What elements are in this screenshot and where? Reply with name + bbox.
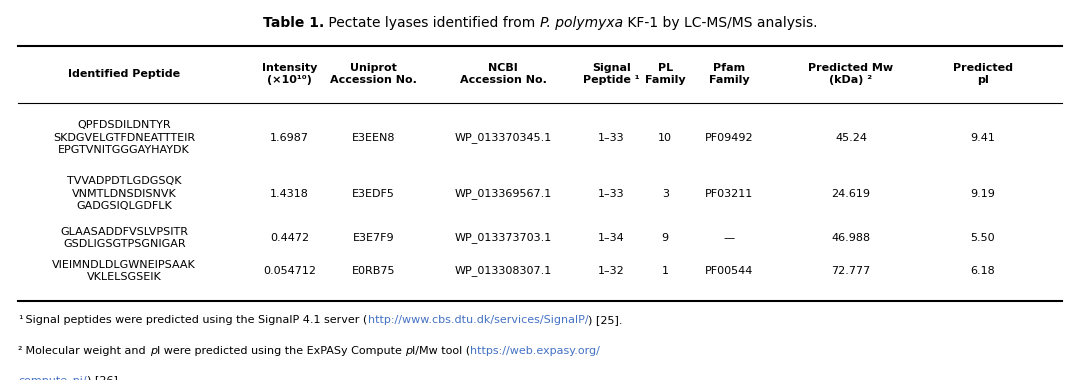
Text: Pectate lyases identified from: Pectate lyases identified from bbox=[324, 16, 540, 30]
Text: E3EEN8: E3EEN8 bbox=[352, 133, 395, 142]
Text: PL
Family: PL Family bbox=[645, 63, 686, 85]
Text: 24.619: 24.619 bbox=[832, 189, 870, 199]
Text: 0.054712: 0.054712 bbox=[262, 266, 316, 276]
Text: 6.18: 6.18 bbox=[971, 266, 995, 276]
Text: E0RB75: E0RB75 bbox=[352, 266, 395, 276]
Text: 0.4472: 0.4472 bbox=[270, 233, 309, 243]
Text: Predicted
pI: Predicted pI bbox=[953, 63, 1013, 85]
Text: WP_013373703.1: WP_013373703.1 bbox=[455, 233, 552, 243]
Text: Signal
Peptide ¹: Signal Peptide ¹ bbox=[583, 63, 639, 85]
Text: 1–33: 1–33 bbox=[598, 133, 624, 142]
Text: 5.50: 5.50 bbox=[971, 233, 995, 243]
Text: 1–33: 1–33 bbox=[598, 189, 624, 199]
Text: ) [26].: ) [26]. bbox=[86, 375, 121, 380]
Text: GLAASADDFVSLVPSITR
GSDLIGSGTPSGNIGAR: GLAASADDFVSLVPSITR GSDLIGSGTPSGNIGAR bbox=[60, 227, 188, 249]
Text: WP_013369567.1: WP_013369567.1 bbox=[455, 188, 552, 199]
Text: WP_013370345.1: WP_013370345.1 bbox=[455, 132, 552, 143]
Text: p: p bbox=[405, 346, 413, 356]
Text: I/Mw tool (: I/Mw tool ( bbox=[413, 346, 471, 356]
Text: I were predicted using the ExPASy Compute: I were predicted using the ExPASy Comput… bbox=[157, 346, 405, 356]
Text: Pfam
Family: Pfam Family bbox=[708, 63, 750, 85]
Text: 9.19: 9.19 bbox=[970, 189, 996, 199]
Text: compute_pi/: compute_pi/ bbox=[18, 375, 86, 380]
Text: —: — bbox=[724, 233, 734, 243]
Text: 1.6987: 1.6987 bbox=[270, 133, 309, 142]
Text: https://web.expasy.org/: https://web.expasy.org/ bbox=[471, 346, 600, 356]
Text: 1–32: 1–32 bbox=[598, 266, 624, 276]
Text: 3: 3 bbox=[662, 189, 669, 199]
Text: P. polymyxa: P. polymyxa bbox=[540, 16, 623, 30]
Text: p: p bbox=[150, 346, 157, 356]
Text: http://www.cbs.dtu.dk/services/SignalP/: http://www.cbs.dtu.dk/services/SignalP/ bbox=[368, 315, 589, 325]
Text: Table 1.: Table 1. bbox=[262, 16, 324, 30]
Text: 1–34: 1–34 bbox=[598, 233, 624, 243]
Text: VIEIMNDLDLGWNEIPSAAK
VKLELSGSEIK: VIEIMNDLDLGWNEIPSAAK VKLELSGSEIK bbox=[52, 260, 197, 282]
Text: 46.988: 46.988 bbox=[832, 233, 870, 243]
Text: Molecular weight and: Molecular weight and bbox=[23, 346, 150, 356]
Text: Identified Peptide: Identified Peptide bbox=[68, 69, 180, 79]
Text: PF03211: PF03211 bbox=[705, 189, 753, 199]
Text: 9: 9 bbox=[662, 233, 669, 243]
Text: ¹: ¹ bbox=[18, 315, 23, 325]
Text: E3EDF5: E3EDF5 bbox=[352, 189, 395, 199]
Text: Predicted Mw
(kDa) ²: Predicted Mw (kDa) ² bbox=[809, 63, 893, 85]
Text: 45.24: 45.24 bbox=[835, 133, 867, 142]
Text: 72.777: 72.777 bbox=[832, 266, 870, 276]
Text: E3E7F9: E3E7F9 bbox=[353, 233, 394, 243]
Text: Uniprot
Accession No.: Uniprot Accession No. bbox=[330, 63, 417, 85]
Text: NCBI
Accession No.: NCBI Accession No. bbox=[460, 63, 546, 85]
Text: QPFDSDILDNTYR
SKDGVELGTFDNEATTTEIR
EPGTVNITGGGAYHAYDK: QPFDSDILDNTYR SKDGVELGTFDNEATTTEIR EPGTV… bbox=[53, 120, 195, 155]
Text: PF09492: PF09492 bbox=[704, 133, 754, 142]
Text: Intensity
(×10¹⁰): Intensity (×10¹⁰) bbox=[261, 63, 318, 85]
Text: WP_013308307.1: WP_013308307.1 bbox=[455, 266, 552, 276]
Text: 10: 10 bbox=[659, 133, 672, 142]
Text: KF-1 by LC-MS/MS analysis.: KF-1 by LC-MS/MS analysis. bbox=[623, 16, 818, 30]
Text: Signal peptides were predicted using the SignalP 4.1 server (: Signal peptides were predicted using the… bbox=[23, 315, 368, 325]
Text: 1.4318: 1.4318 bbox=[270, 189, 309, 199]
Text: ) [25].: ) [25]. bbox=[589, 315, 623, 325]
Text: 1: 1 bbox=[662, 266, 669, 276]
Text: PF00544: PF00544 bbox=[705, 266, 753, 276]
Text: TVVADPDTLGDGSQK
VNMTLDNSDISNVK
GADGSIQLGDFLK: TVVADPDTLGDGSQK VNMTLDNSDISNVK GADGSIQLG… bbox=[67, 176, 181, 211]
Text: ²: ² bbox=[18, 346, 23, 356]
Text: 9.41: 9.41 bbox=[970, 133, 996, 142]
